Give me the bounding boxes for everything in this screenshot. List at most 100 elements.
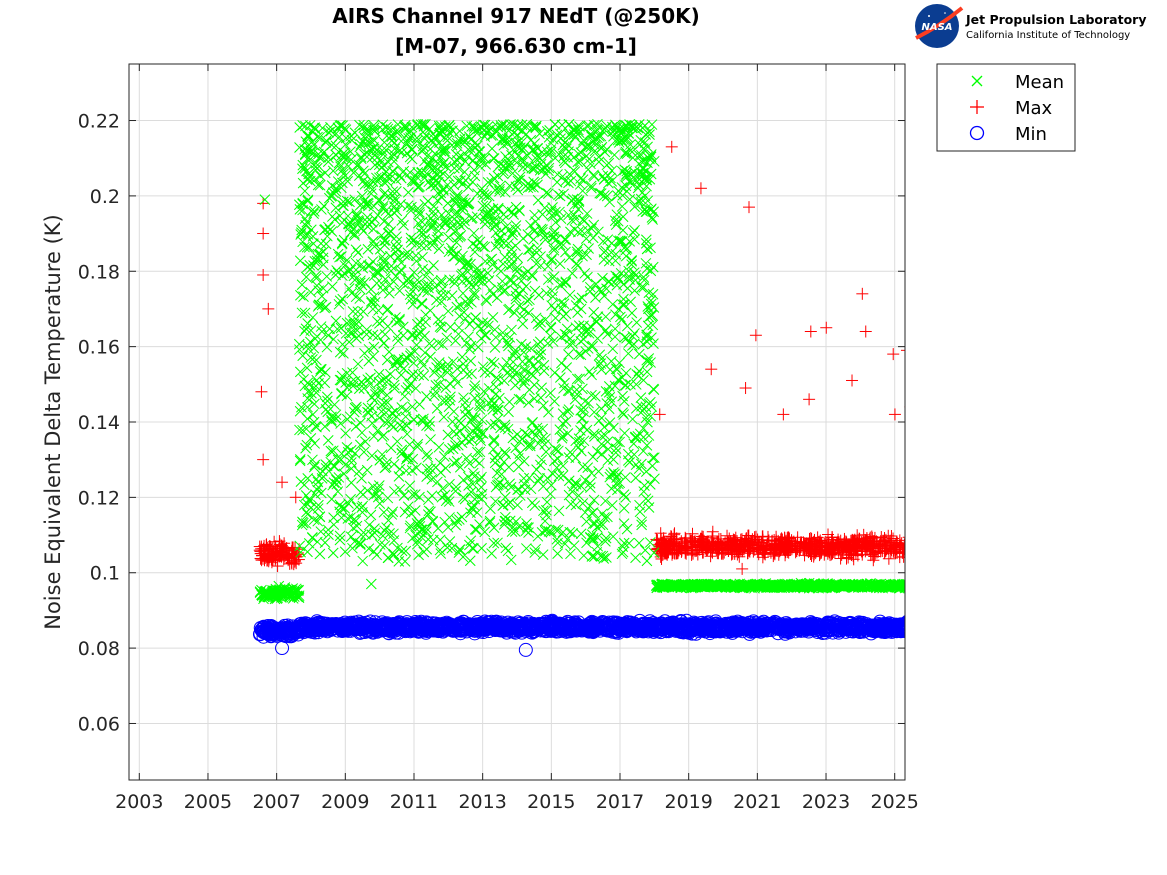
point-min xyxy=(973,620,986,633)
point-min xyxy=(1016,620,1029,633)
point-min xyxy=(1012,622,1025,635)
point-min xyxy=(912,623,925,636)
point-min xyxy=(1008,626,1021,639)
point-max xyxy=(964,537,976,549)
point-min xyxy=(967,621,980,634)
point-min xyxy=(909,625,922,638)
point-min xyxy=(1011,621,1024,634)
point-min xyxy=(1010,618,1023,631)
point-max xyxy=(991,536,1003,548)
point-min xyxy=(974,618,987,631)
point-max xyxy=(1006,538,1018,550)
point-min xyxy=(927,621,940,634)
point-max xyxy=(949,543,961,555)
point-max xyxy=(993,529,1005,541)
point-max xyxy=(965,542,977,554)
point-max xyxy=(1025,541,1037,553)
point-min xyxy=(946,624,959,637)
point-max xyxy=(1003,532,1015,544)
point-max xyxy=(965,528,977,540)
point-max xyxy=(1023,542,1035,554)
point-max xyxy=(965,540,977,552)
point-max xyxy=(936,542,948,554)
point-min xyxy=(966,618,979,631)
point-min xyxy=(918,619,931,632)
point-min xyxy=(992,621,1005,634)
point-min xyxy=(1012,623,1025,636)
point-min xyxy=(965,617,978,630)
point-max xyxy=(938,546,950,558)
point-min xyxy=(929,624,942,637)
point-max xyxy=(964,537,976,549)
point-max xyxy=(940,539,952,551)
point-max xyxy=(981,537,993,549)
point-min xyxy=(918,622,931,635)
point-min xyxy=(1011,625,1024,638)
point-min xyxy=(1009,625,1022,638)
point-max xyxy=(912,544,924,556)
point-max xyxy=(935,541,947,553)
point-max xyxy=(1018,544,1030,556)
point-min xyxy=(950,622,963,635)
point-max xyxy=(921,542,933,554)
point-max xyxy=(935,539,947,551)
point-min xyxy=(946,621,959,634)
point-max xyxy=(1016,538,1028,550)
point-max xyxy=(1014,542,1026,554)
point-max xyxy=(968,538,980,550)
point-max xyxy=(1028,544,1040,556)
point-max xyxy=(968,543,980,555)
point-min xyxy=(957,618,970,631)
point-min xyxy=(977,622,990,635)
point-min xyxy=(984,619,997,632)
point-min xyxy=(999,624,1012,637)
point-min xyxy=(983,622,996,635)
point-max xyxy=(908,543,920,555)
point-min xyxy=(962,619,975,632)
x-tick-label: 2017 xyxy=(596,791,644,813)
point-max xyxy=(956,545,968,557)
x-tick-label: 2015 xyxy=(527,791,575,813)
point-min xyxy=(918,618,931,631)
point-max xyxy=(1017,536,1029,548)
point-min xyxy=(918,620,931,633)
point-min xyxy=(987,619,1000,632)
point-max xyxy=(931,541,943,553)
point-max xyxy=(975,528,987,540)
point-min xyxy=(931,622,944,635)
point-min xyxy=(994,619,1007,632)
point-min xyxy=(1014,621,1027,634)
point-min xyxy=(919,625,932,638)
point-max xyxy=(915,534,927,546)
point-max xyxy=(949,532,961,544)
point-max xyxy=(980,537,992,549)
point-max xyxy=(973,543,985,555)
point-max xyxy=(985,537,997,549)
point-max xyxy=(1011,532,1023,544)
point-min xyxy=(1020,623,1033,636)
point-min xyxy=(978,625,991,638)
point-min xyxy=(960,623,973,636)
y-tick-label: 0.18 xyxy=(78,261,120,283)
point-max xyxy=(996,539,1008,551)
point-min xyxy=(960,624,973,637)
point-max xyxy=(947,546,959,558)
point-min xyxy=(910,618,923,631)
point-min xyxy=(939,621,952,634)
point-max xyxy=(993,537,1005,549)
point-max xyxy=(1020,540,1032,552)
point-max xyxy=(982,541,994,553)
point-min xyxy=(914,625,927,638)
point-min xyxy=(924,624,937,637)
point-max xyxy=(966,541,978,553)
point-min xyxy=(924,617,937,630)
point-max xyxy=(939,537,951,549)
point-min xyxy=(1006,624,1019,637)
point-max xyxy=(979,551,991,563)
point-max xyxy=(1020,537,1032,549)
point-max xyxy=(913,549,925,561)
point-min xyxy=(1020,624,1033,637)
point-max xyxy=(986,541,998,553)
point-min xyxy=(997,624,1010,637)
point-max xyxy=(933,544,945,556)
